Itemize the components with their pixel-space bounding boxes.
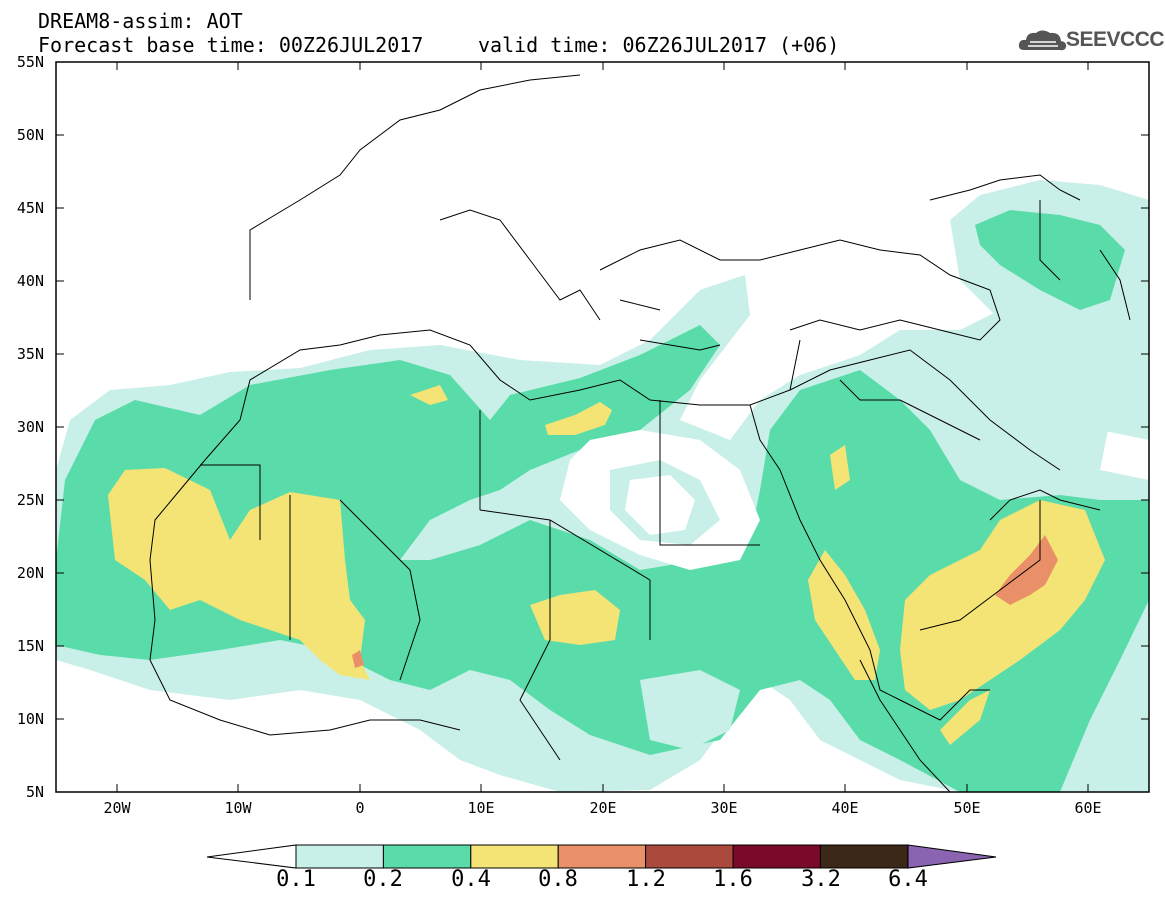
lon-label: 20E — [589, 799, 617, 817]
valid-time: valid time: 06Z26JUL2017 (+06) — [478, 33, 840, 57]
legend-threshold: 0.1 — [276, 867, 316, 892]
logo-text: SEEVCCC — [1066, 28, 1165, 51]
aot-region-high — [108, 468, 370, 680]
lat-label: 30N — [16, 418, 44, 436]
aot-region-high — [940, 690, 990, 745]
lon-label: 50E — [953, 799, 981, 817]
lon-label: 10E — [467, 799, 495, 817]
coastlines — [149, 74, 1131, 792]
legend-threshold: 1.6 — [713, 867, 753, 892]
lat-label: 10N — [16, 710, 44, 728]
lat-label: 50N — [16, 126, 44, 144]
legend-threshold: 0.8 — [538, 867, 578, 892]
lon-label: 60E — [1074, 799, 1102, 817]
lon-label: 10W — [224, 799, 252, 817]
legend-threshold: 3.2 — [801, 867, 841, 892]
forecast-base-time: Forecast base time: 00Z26JUL2017 — [38, 33, 424, 57]
aot-region-high — [545, 402, 612, 435]
legend-threshold: 0.4 — [451, 867, 491, 892]
aot-region-high — [530, 590, 620, 645]
axis-ticks — [56, 61, 1149, 792]
legend-threshold: 6.4 — [888, 867, 928, 892]
aot-region-high — [410, 385, 448, 405]
aot-contours — [56, 180, 1149, 792]
lat-label: 25N — [16, 491, 44, 509]
lat-label: 40N — [16, 272, 44, 290]
lon-label: 30E — [710, 799, 738, 817]
cloud-icon — [1018, 30, 1067, 51]
lon-label: 20W — [103, 799, 131, 817]
aot-region-mid-north — [975, 210, 1125, 310]
aot-region-high — [808, 550, 880, 680]
legend-threshold: 0.2 — [363, 867, 403, 892]
legend-threshold: 1.2 — [626, 867, 666, 892]
map-title: DREAM8-assim: AOT — [38, 9, 243, 33]
aot-region-low-north — [1000, 345, 1149, 440]
lat-label: 55N — [16, 53, 44, 71]
lon-label: 0 — [355, 799, 365, 817]
lat-label: 15N — [16, 637, 44, 655]
aot-region-very-high — [352, 650, 364, 668]
aot-region-low-south — [640, 670, 740, 750]
lat-label: 5N — [25, 783, 44, 801]
lat-label: 20N — [16, 564, 44, 582]
lat-label: 45N — [16, 199, 44, 217]
lat-label: 35N — [16, 345, 44, 363]
aot-region-high — [830, 445, 850, 490]
lon-label: 40E — [831, 799, 859, 817]
